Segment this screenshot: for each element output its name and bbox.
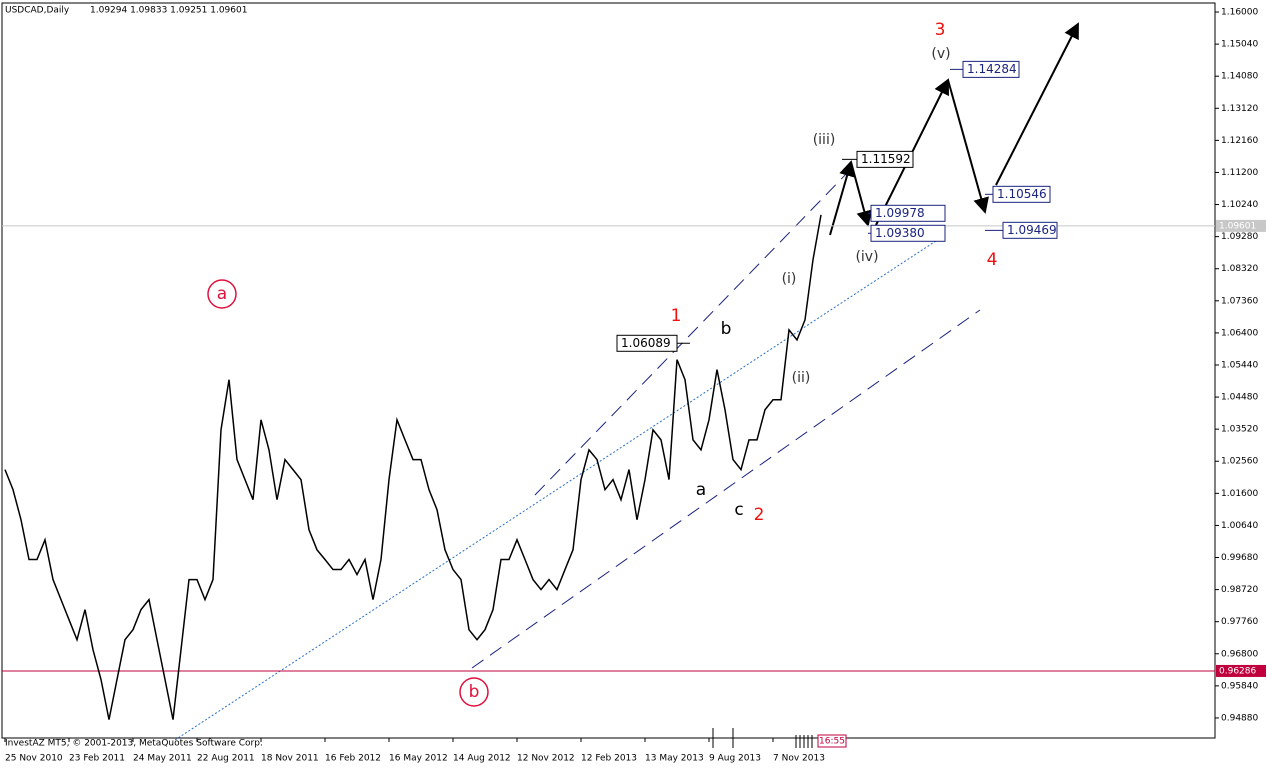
x-tick-label: 24 May 2011 <box>133 754 192 764</box>
price-line-label: 0.96286 <box>1219 666 1256 676</box>
x-tick-label: 9 Aug 2013 <box>709 754 761 764</box>
y-tick-label: 1.08320 <box>1221 264 1258 274</box>
trend-line <box>174 234 946 741</box>
y-tick-label: 1.16000 <box>1221 8 1258 18</box>
x-tick-label: 12 Nov 2012 <box>517 754 575 764</box>
x-tick-label: 22 Aug 2011 <box>197 754 255 764</box>
y-tick-label: 1.06400 <box>1221 328 1258 338</box>
x-tick-label: 13 May 2013 <box>645 754 704 764</box>
price-label: 1.10546 <box>997 187 1047 201</box>
price-box <box>616 334 678 352</box>
x-tick-label: 7 Nov 2013 <box>773 754 825 764</box>
y-tick-label: 1.14080 <box>1221 72 1258 82</box>
y-tick-label: 1.10240 <box>1221 200 1258 210</box>
price-box <box>856 150 914 168</box>
wave-label: 2 <box>754 505 765 525</box>
price-box <box>870 204 946 222</box>
wave-label: (v) <box>931 46 950 62</box>
x-tick-label: 14 Aug 2012 <box>453 754 511 764</box>
wave-label: (ii) <box>792 370 811 386</box>
price-series <box>4 214 822 720</box>
price-line-box <box>1216 219 1266 232</box>
y-tick-label: 1.11200 <box>1221 168 1258 178</box>
y-tick-label: 1.15040 <box>1221 40 1258 50</box>
channel <box>471 169 981 669</box>
wave-circle <box>459 677 489 707</box>
wave-label: 1 <box>671 306 682 326</box>
y-tick-label: 0.95840 <box>1221 681 1258 691</box>
y-tick-label: 0.96800 <box>1221 649 1258 659</box>
wave-label: (iv) <box>855 249 878 265</box>
y-tick-label: 0.97760 <box>1221 617 1258 627</box>
y-tick-label: 0.98720 <box>1221 585 1258 595</box>
wave-label: (i) <box>782 271 797 287</box>
wave-label: 4 <box>987 250 998 270</box>
wave-label: 3 <box>935 20 946 40</box>
price-box <box>992 185 1051 203</box>
wave-label: a <box>696 480 706 500</box>
y-tick-label: 1.03520 <box>1221 425 1258 435</box>
y-tick-label: 1.01600 <box>1221 489 1258 499</box>
price-box <box>870 224 946 242</box>
wave-label: (iii) <box>813 132 836 148</box>
y-tick-label: 1.02560 <box>1221 457 1258 467</box>
y-tick-label: 1.04480 <box>1221 393 1258 403</box>
price-label: 1.14284 <box>967 62 1017 76</box>
price-label: 1.09978 <box>875 206 925 220</box>
price-box <box>962 60 1020 78</box>
wave-label: c <box>734 500 743 520</box>
x-tick-label: 23 Feb 2011 <box>69 754 125 764</box>
x-tick-label: 16 May 2012 <box>389 754 448 764</box>
wave-label: b <box>721 319 732 339</box>
y-tick-label: 1.12160 <box>1221 136 1258 146</box>
volume-ticks <box>712 728 813 748</box>
y-tick-label: 1.00640 <box>1221 521 1258 531</box>
y-tick-label: 1.05440 <box>1221 360 1258 370</box>
y-tick-label: 1.13120 <box>1221 104 1258 114</box>
y-tick-label: 1.09280 <box>1221 232 1258 242</box>
copyright: InvestAZ MT5, © 2001-2013, MetaQuotes So… <box>5 739 263 749</box>
x-tick-label: 18 Nov 2011 <box>261 754 319 764</box>
price-line-label: 1.09601 <box>1219 221 1256 231</box>
price-label: 1.06089 <box>621 336 671 350</box>
wave-label: b <box>469 682 480 702</box>
y-tick-label: 0.99680 <box>1221 553 1258 563</box>
plot-frame <box>1 2 1216 739</box>
price-label: 1.09469 <box>1007 223 1057 237</box>
symbol: USDCAD,Daily <box>5 6 70 16</box>
wave-label: a <box>217 284 227 304</box>
y-tick-label: 0.94880 <box>1221 713 1258 723</box>
time-label: 16:55 <box>819 737 845 747</box>
time-box <box>817 734 847 748</box>
ohlc: 1.09294 1.09833 1.09251 1.09601 <box>90 6 247 16</box>
wave-circle <box>207 279 237 309</box>
price-label: 1.11592 <box>861 152 911 166</box>
x-tick-label: 16 Feb 2012 <box>325 754 381 764</box>
x-tick-label: 12 Feb 2013 <box>581 754 637 764</box>
price-label: 1.09380 <box>875 226 925 240</box>
price-line-box <box>1216 664 1266 677</box>
price-box <box>1002 221 1058 239</box>
y-tick-label: 1.07360 <box>1221 296 1258 306</box>
x-tick-label: 25 Nov 2010 <box>5 754 63 764</box>
